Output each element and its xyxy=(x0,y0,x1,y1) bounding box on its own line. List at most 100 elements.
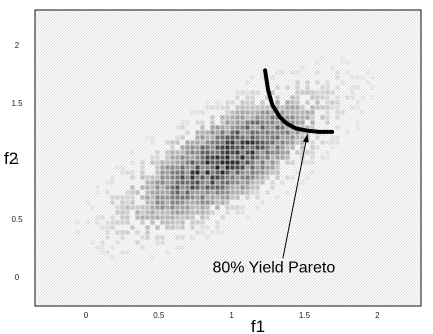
density-cell xyxy=(325,90,329,94)
density-cell xyxy=(120,165,124,169)
density-cell xyxy=(265,165,269,169)
density-cell xyxy=(325,120,329,124)
density-cell xyxy=(185,170,189,174)
density-cell xyxy=(230,145,234,149)
density-cell xyxy=(240,155,244,159)
density-cell xyxy=(220,145,224,149)
x-tick-label: 0 xyxy=(84,311,89,320)
density-cell xyxy=(145,190,149,194)
density-cell xyxy=(270,120,274,124)
density-cell xyxy=(280,110,284,114)
density-cell xyxy=(280,145,284,149)
density-cell xyxy=(165,190,169,194)
density-cell xyxy=(275,145,279,149)
density-cell xyxy=(135,215,139,219)
density-cell xyxy=(350,85,354,89)
hatch-line xyxy=(363,10,433,306)
density-cell xyxy=(150,140,154,144)
density-cell xyxy=(255,140,259,144)
density-cell xyxy=(250,145,254,149)
density-cell xyxy=(180,160,184,164)
density-cell xyxy=(330,140,334,144)
density-cell xyxy=(315,95,319,99)
density-cell xyxy=(265,145,269,149)
density-cell xyxy=(235,155,239,159)
density-cell xyxy=(245,110,249,114)
density-cell xyxy=(225,110,229,114)
density-cell xyxy=(210,140,214,144)
density-cell xyxy=(155,235,159,239)
density-cell xyxy=(335,95,339,99)
density-cell xyxy=(255,115,259,119)
density-cell xyxy=(335,125,339,129)
density-cell xyxy=(205,155,209,159)
density-cell xyxy=(270,145,274,149)
density-cell xyxy=(225,175,229,179)
density-cell xyxy=(275,150,279,154)
density-cell xyxy=(195,165,199,169)
density-cell xyxy=(265,110,269,114)
density-cell xyxy=(160,165,164,169)
density-cell xyxy=(265,190,269,194)
density-cell xyxy=(165,220,169,224)
density-cell xyxy=(210,185,214,189)
density-cell xyxy=(200,120,204,124)
density-cell xyxy=(255,130,259,134)
density-cell xyxy=(205,145,209,149)
density-cell xyxy=(220,165,224,169)
density-cell xyxy=(370,95,374,99)
density-cell xyxy=(160,185,164,189)
density-cell xyxy=(315,145,319,149)
density-cell xyxy=(230,190,234,194)
density-cell xyxy=(210,175,214,179)
density-cell xyxy=(250,125,254,129)
density-cell xyxy=(170,175,174,179)
density-cell xyxy=(165,175,169,179)
density-cell xyxy=(170,165,174,169)
density-cell xyxy=(270,150,274,154)
density-cell xyxy=(125,230,129,234)
density-cell xyxy=(180,135,184,139)
density-cell xyxy=(265,170,269,174)
density-cell xyxy=(180,120,184,124)
density-cell xyxy=(360,95,364,99)
density-cell xyxy=(255,135,259,139)
density-cell xyxy=(95,220,99,224)
density-cell xyxy=(125,205,129,209)
density-cell xyxy=(205,100,209,104)
density-cell xyxy=(325,115,329,119)
density-cell xyxy=(110,195,114,199)
density-cell xyxy=(240,205,244,209)
density-cell xyxy=(205,180,209,184)
density-cell xyxy=(120,235,124,239)
density-cell xyxy=(200,215,204,219)
density-cell xyxy=(165,140,169,144)
density-cell xyxy=(275,100,279,104)
density-cell xyxy=(330,100,334,104)
density-cell xyxy=(155,210,159,214)
density-cell xyxy=(335,135,339,139)
density-cell xyxy=(230,115,234,119)
density-cell xyxy=(205,215,209,219)
density-cell xyxy=(180,225,184,229)
density-cell xyxy=(330,105,334,109)
density-cell xyxy=(200,185,204,189)
density-cell xyxy=(225,160,229,164)
density-cell xyxy=(260,120,264,124)
density-cell xyxy=(290,100,294,104)
density-cell xyxy=(175,200,179,204)
density-cell xyxy=(230,160,234,164)
density-cell xyxy=(140,170,144,174)
density-cell xyxy=(150,155,154,159)
density-cell xyxy=(210,180,214,184)
density-cell xyxy=(250,115,254,119)
density-cell xyxy=(305,150,309,154)
density-cell xyxy=(300,65,304,69)
density-cell xyxy=(190,225,194,229)
density-cell xyxy=(260,145,264,149)
density-cell xyxy=(230,205,234,209)
density-cell xyxy=(315,135,319,139)
density-cell xyxy=(260,105,264,109)
density-cell xyxy=(255,120,259,124)
